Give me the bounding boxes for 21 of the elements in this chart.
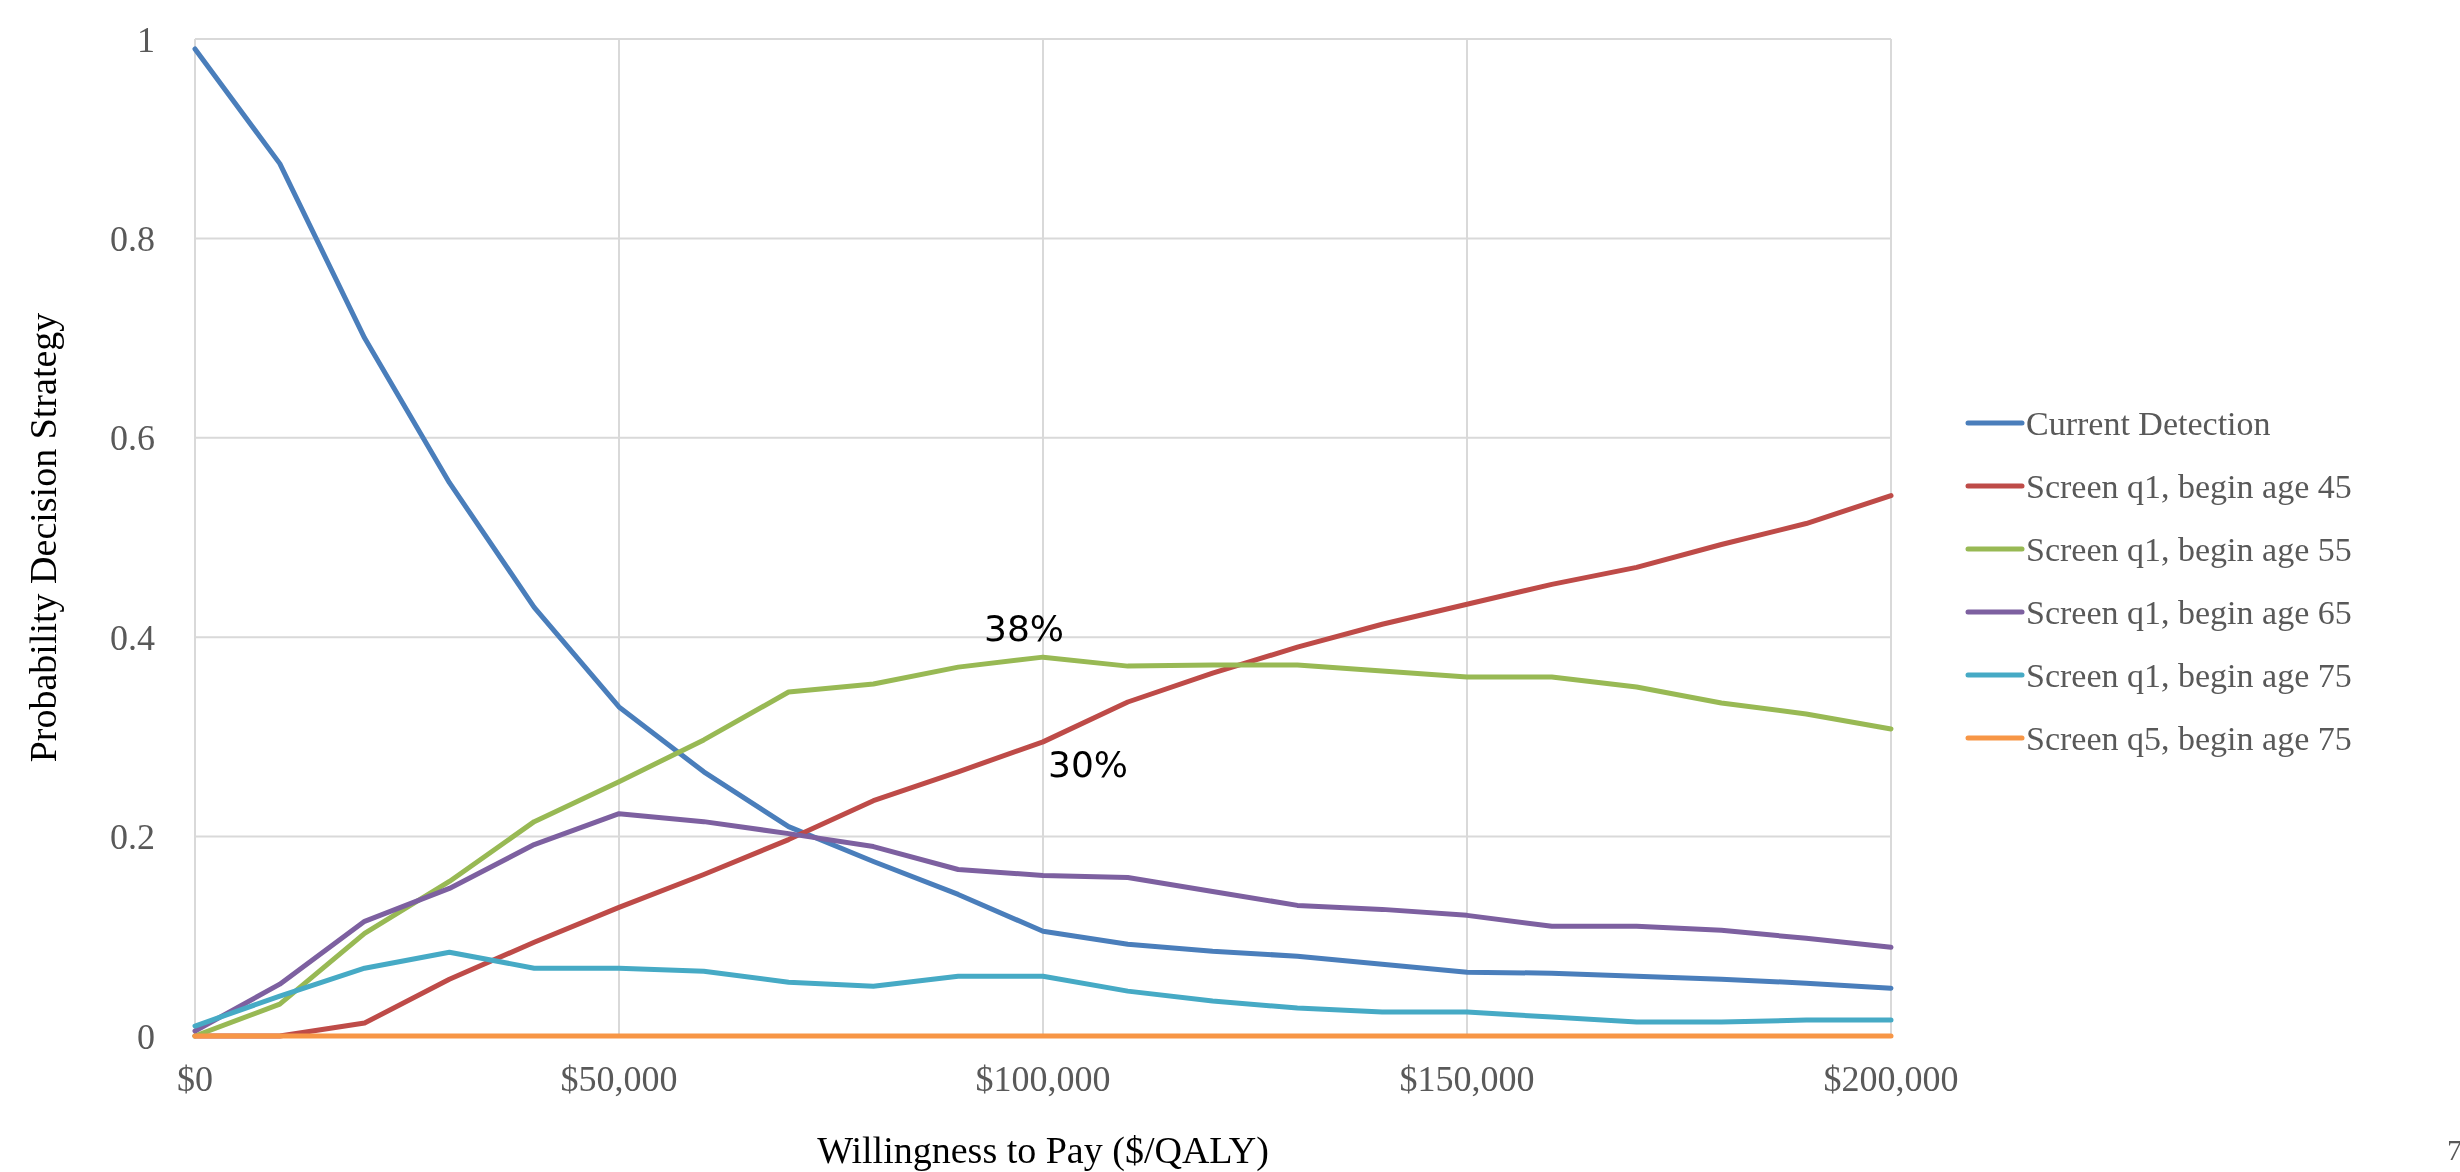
- y-tick-label: 0.2: [110, 817, 155, 858]
- x-tick-label: $150,000: [1399, 1059, 1535, 1099]
- y-tick-label: 0.4: [110, 617, 155, 658]
- legend-label: Current Detection: [2026, 404, 2271, 442]
- x-tick-label: $200,000: [1823, 1059, 1959, 1099]
- y-tick-label: 0.8: [110, 219, 155, 259]
- x-tick-label: $50,000: [560, 1059, 678, 1099]
- y-tick-label: 1: [137, 19, 155, 60]
- legend-label: Screen q5, begin age 75: [2026, 719, 2352, 757]
- x-tick-label: $0: [177, 1059, 213, 1099]
- legend-label: Screen q1, begin age 45: [2026, 467, 2352, 505]
- annotation: 38%: [983, 608, 1065, 649]
- y-tick-label: 0: [137, 1016, 155, 1057]
- legend-label: Screen q1, begin age 65: [2026, 593, 2352, 631]
- legend-label: Screen q1, begin age 55: [2026, 530, 2352, 568]
- annotation: 30%: [1048, 744, 1129, 785]
- y-tick-label: 0.6: [110, 418, 155, 459]
- y-axis-title: Probability Decision Strategy: [22, 312, 64, 763]
- x-axis-title: Willingness to Pay ($/QALY): [817, 1129, 1269, 1172]
- legend-label: Screen q1, begin age 75: [2026, 656, 2352, 694]
- x-tick-label: $100,000: [975, 1059, 1111, 1099]
